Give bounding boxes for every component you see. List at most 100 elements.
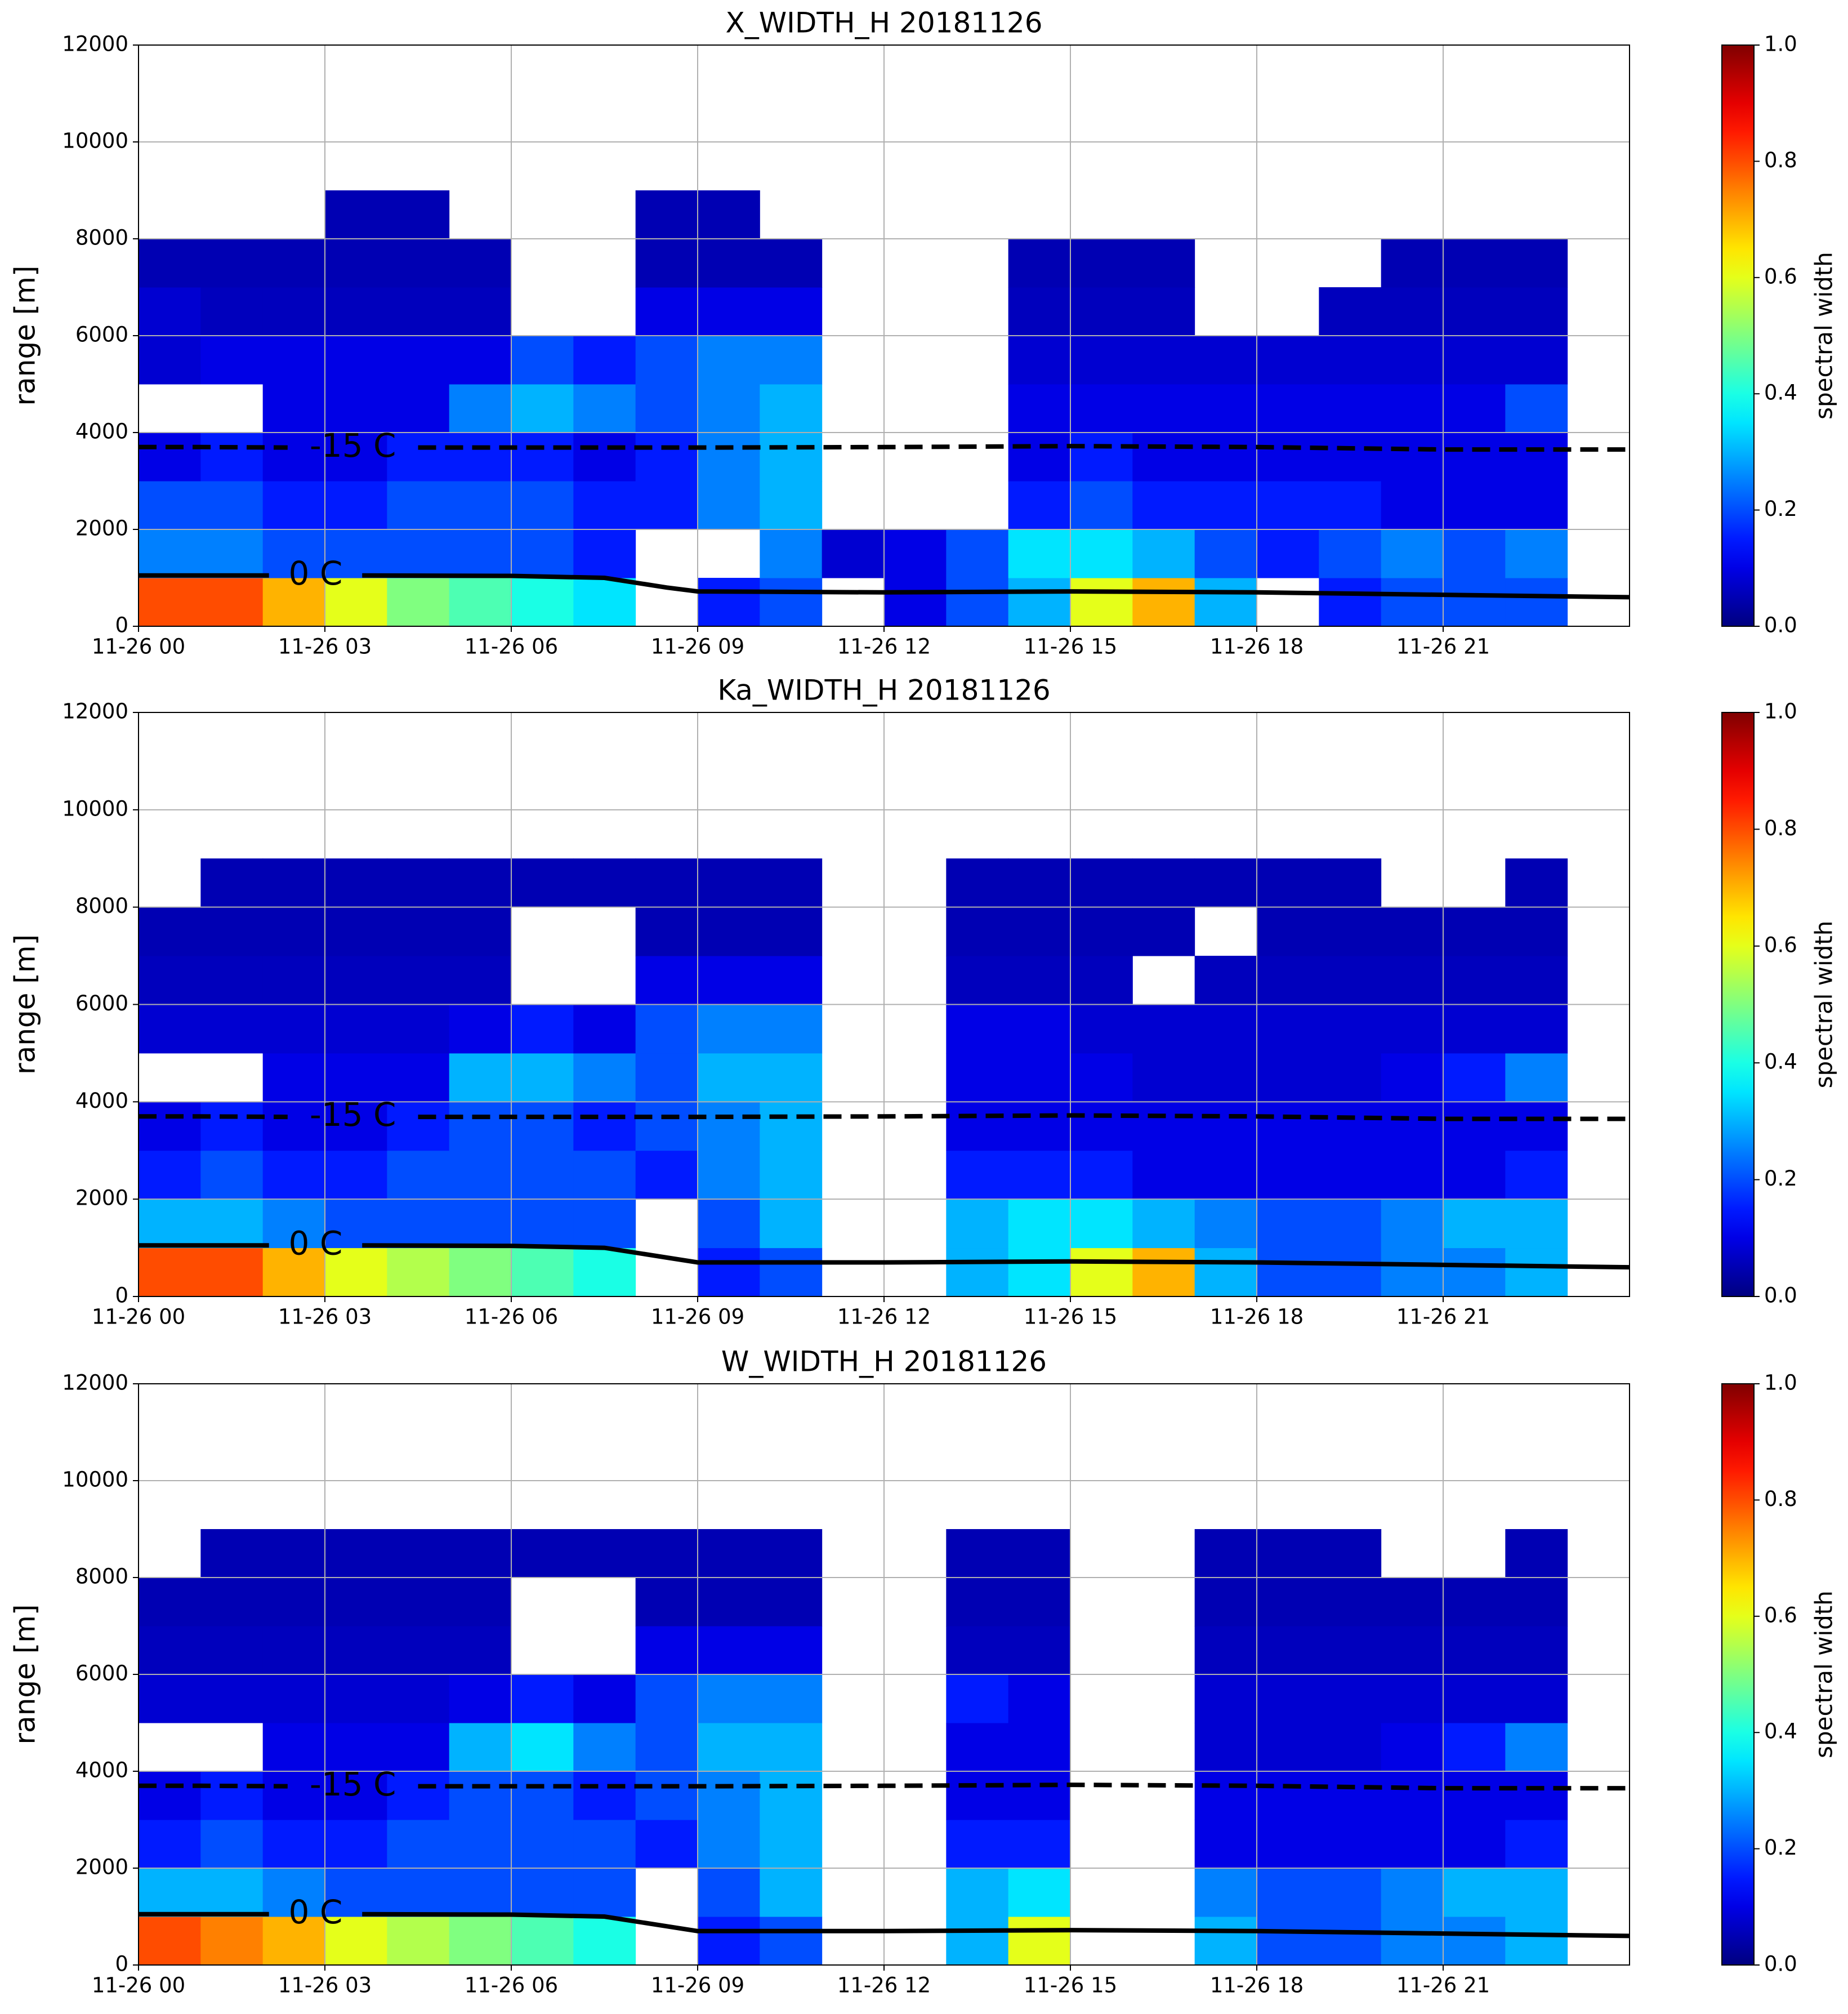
- heatmap-cell: [200, 1868, 264, 1917]
- heatmap-cell: [139, 336, 201, 385]
- heatmap-cell: [760, 1053, 823, 1102]
- heatmap-cell: [946, 1626, 1009, 1675]
- heatmap-cell: [760, 384, 823, 433]
- heatmap-cell: [1319, 1102, 1382, 1151]
- heatmap-cell: [325, 481, 387, 530]
- heatmap-cell: [1008, 433, 1071, 482]
- heatmap-cell: [139, 529, 201, 578]
- heatmap-cell: [1381, 956, 1444, 1005]
- heatmap-cell: [1070, 336, 1133, 385]
- heatmap-cell: [1319, 1674, 1382, 1723]
- y-tick-label: 2000: [75, 516, 128, 541]
- heatmap-cell: [1319, 1868, 1382, 1917]
- heatmap-cell: [1443, 239, 1506, 288]
- heatmap-cell: [698, 1771, 760, 1820]
- heatmap-cell: [1505, 1529, 1568, 1578]
- heatmap-cell: [1505, 1199, 1568, 1249]
- heatmap-cell: [1257, 956, 1319, 1005]
- heatmap-cell: [698, 1247, 760, 1297]
- heatmap-cell: [1132, 578, 1195, 627]
- heatmap-cell: [1443, 1053, 1506, 1102]
- heatmap-cell: [760, 1102, 823, 1151]
- heatmap-cell: [1443, 1578, 1506, 1627]
- heatmap-cell: [511, 1723, 574, 1772]
- y-tick-label: 8000: [75, 1565, 128, 1589]
- heatmap-cell: [262, 578, 325, 627]
- heatmap-cell: [511, 1529, 574, 1578]
- heatmap-cell: [698, 1199, 760, 1249]
- heatmap-cell: [698, 1820, 760, 1869]
- heatmap-cell: [946, 1820, 1009, 1869]
- colorbar-label: spectral width: [1810, 1590, 1838, 1758]
- heatmap-cell: [387, 1247, 450, 1297]
- heatmap-cell: [1505, 529, 1568, 578]
- heatmap-cell: [698, 239, 760, 288]
- y-tick-label: 0: [115, 613, 128, 638]
- heatmap-cell: [573, 336, 636, 385]
- heatmap-cell: [760, 287, 823, 336]
- heatmap-cell: [387, 1917, 450, 1966]
- heatmap-cell: [635, 1771, 698, 1820]
- heatmap-cell: [511, 1053, 574, 1102]
- heatmap-cell: [1319, 1820, 1382, 1869]
- heatmap-cell: [139, 1771, 201, 1820]
- heatmap-cell: [325, 433, 387, 482]
- heatmap-cell: [139, 481, 201, 530]
- y-tick-label: 12000: [62, 1371, 128, 1395]
- heatmap-cell: [573, 858, 636, 908]
- heatmap-cell: [139, 1102, 201, 1151]
- heatmap-cell: [1194, 956, 1257, 1005]
- heatmap-cell: [449, 1529, 512, 1578]
- heatmap-cell: [511, 529, 574, 578]
- heatmap-cell: [200, 239, 264, 288]
- heatmap-cell: [387, 529, 450, 578]
- heatmap-cell: [946, 956, 1009, 1005]
- heatmap-cell: [1070, 858, 1133, 908]
- heatmap-cell: [760, 481, 823, 530]
- heatmap-cell: [1008, 1626, 1071, 1675]
- heatmap-cell: [635, 1820, 698, 1869]
- heatmap-cell: [635, 1626, 698, 1675]
- heatmap-cell: [387, 433, 450, 482]
- heatmap-cell: [511, 433, 574, 482]
- heatmap-cell: [635, 1674, 698, 1723]
- heatmap-cell: [387, 1578, 450, 1627]
- heatmap-cell: [325, 1150, 387, 1200]
- heatmap-cell: [946, 1917, 1009, 1966]
- heatmap-cell: [387, 1674, 450, 1723]
- heatmap-cell: [1132, 1004, 1195, 1054]
- y-axis-label: range [m]: [9, 1605, 42, 1745]
- heatmap-cell: [1008, 1247, 1071, 1297]
- heatmap-cell: [698, 1102, 760, 1151]
- heatmap-cell: [1505, 1004, 1568, 1054]
- heatmap-cell: [1008, 1723, 1071, 1772]
- heatmap-cell: [325, 1529, 387, 1578]
- heatmap-cell: [1257, 1004, 1319, 1054]
- x-tick-label: 11-26 12: [837, 1305, 931, 1329]
- heatmap-cell: [200, 1771, 264, 1820]
- heatmap-cell: [1505, 858, 1568, 908]
- heatmap-cell: [1443, 1004, 1506, 1054]
- heatmap-cell: [511, 1247, 574, 1297]
- colorbar: [1721, 712, 1755, 1297]
- heatmap-cell: [635, 1053, 698, 1102]
- heatmap-cell: [698, 1529, 760, 1578]
- heatmap-cell: [1070, 239, 1133, 288]
- heatmap-cell: [573, 1820, 636, 1869]
- heatmap-cell: [946, 858, 1009, 908]
- colorbar-tick-label: 0.4: [1764, 381, 1797, 405]
- heatmap-cell: [1008, 1771, 1071, 1820]
- heatmap-cell: [946, 1102, 1009, 1151]
- heatmap-cell: [449, 1004, 512, 1054]
- heatmap-cell: [1008, 956, 1071, 1005]
- x-tick-label: 11-26 06: [465, 1305, 558, 1329]
- heatmap-cell: [1505, 578, 1568, 627]
- heatmap-cell: [325, 336, 387, 385]
- x-tick-label: 11-26 21: [1396, 1973, 1490, 1998]
- heatmap-cell: [1008, 1529, 1071, 1578]
- heatmap-cell: [262, 1199, 325, 1249]
- heatmap-cell: [946, 1723, 1009, 1772]
- heatmap-cell: [1319, 384, 1382, 433]
- colorbar-label: spectral width: [1810, 921, 1838, 1089]
